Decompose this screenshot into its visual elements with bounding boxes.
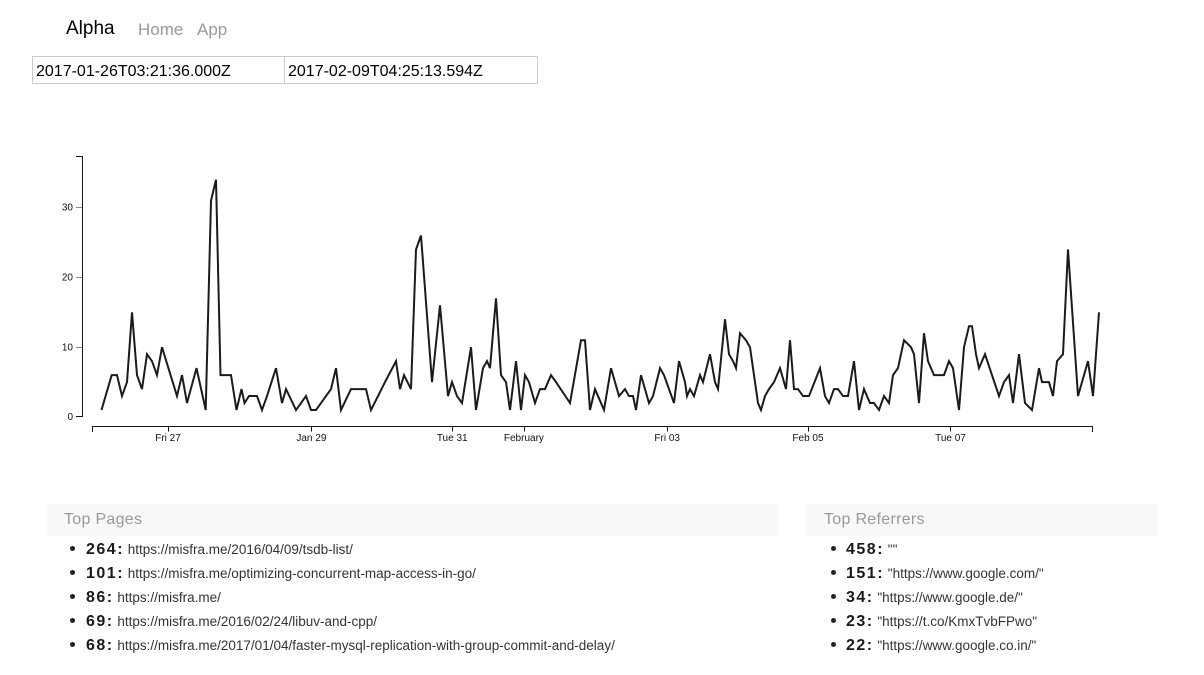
svg-text:0: 0 [67,412,73,423]
svg-text:10: 10 [62,342,74,353]
svg-text:Feb 05: Feb 05 [792,433,824,444]
svg-text:20: 20 [62,273,74,284]
svg-text:Fri 03: Fri 03 [654,433,680,444]
svg-text:February: February [504,433,544,444]
svg-text:30: 30 [62,203,74,214]
svg-text:Fri 27: Fri 27 [155,433,181,444]
svg-text:Jan 29: Jan 29 [296,433,326,444]
svg-text:Tue 31: Tue 31 [437,433,468,444]
svg-text:Tue 07: Tue 07 [935,433,966,444]
